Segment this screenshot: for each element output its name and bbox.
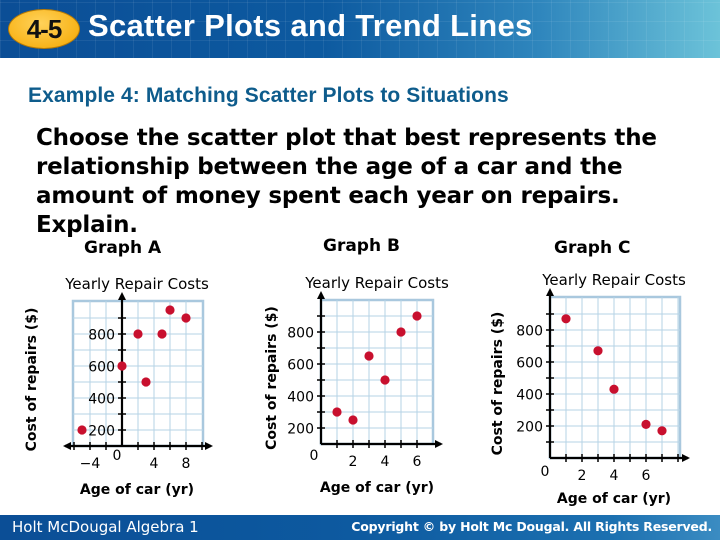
x-tick-label: 2 [578, 468, 587, 484]
header-grid-pattern [0, 0, 720, 58]
graph-a: 200 400 600 800 −4 0 4 8 Yearly Repair Costs Age … [24, 275, 213, 498]
x-axis-arrow-icon [205, 442, 213, 450]
title-bar: 4-5 Scatter Plots and Trend Lines [0, 0, 720, 58]
x-tick-label: 8 [182, 456, 191, 472]
data-point [380, 375, 390, 385]
footer-copyright: Copyright © by Holt Mc Dougal. All Right… [351, 519, 712, 534]
data-point [364, 351, 374, 361]
data-point [117, 361, 127, 371]
x-tick-label: −4 [80, 456, 101, 472]
graph-a-label: Graph A [84, 238, 162, 258]
y-axis-label: Cost of repairs ($) [24, 308, 40, 452]
y-axis-label: Cost of repairs ($) [490, 312, 506, 456]
plot-frame [319, 298, 435, 446]
y-axis-arrow-icon [118, 292, 126, 300]
y-tick-label: 200 [516, 420, 543, 436]
x-axis-arrow-icon [63, 442, 71, 450]
chart-title: Yearly Repair Costs [304, 274, 449, 292]
x-tick-label: 0 [310, 448, 319, 464]
data-point [133, 329, 143, 339]
y-tick-label: 200 [88, 424, 115, 440]
question-text: Choose the scatter plot that best repres… [36, 124, 716, 240]
y-tick-label: 200 [287, 422, 314, 438]
x-axis-label: Age of car (yr) [557, 491, 671, 507]
data-point [641, 419, 651, 429]
y-tick-label: 600 [516, 356, 543, 372]
y-axis-label: Cost of repairs ($) [264, 306, 280, 450]
question-line: relationship between the age of a car an… [36, 154, 623, 180]
x-tick-label: 4 [381, 454, 390, 470]
data-point [181, 313, 191, 323]
data-point [593, 346, 603, 356]
data-point [165, 305, 175, 315]
graph-c-label: Graph C [554, 238, 631, 258]
data-point [412, 311, 422, 321]
x-axis-arrow-icon [435, 440, 443, 448]
y-tick-label: 600 [88, 360, 115, 376]
x-tick-label: 6 [413, 454, 422, 470]
footer-bar: Holt McDougal Algebra 1 Copyright © by H… [0, 515, 720, 540]
y-tick-label: 800 [287, 326, 314, 342]
chart-title: Yearly Repair Costs [64, 275, 209, 293]
footer-book-title: Holt McDougal Algebra 1 [12, 518, 199, 536]
y-tick-label: 800 [516, 324, 543, 340]
data-point [396, 327, 406, 337]
x-axis-arrow-icon [682, 454, 690, 462]
x-tick-label: 4 [610, 468, 619, 484]
data-point [561, 314, 571, 324]
data-point [348, 415, 358, 425]
y-tick-label: 400 [88, 392, 115, 408]
y-tick-label: 600 [287, 358, 314, 374]
example-subtitle: Example 4: Matching Scatter Plots to Sit… [28, 84, 509, 107]
lesson-badge: 4-5 [8, 9, 80, 49]
question-line: amount of money spent each year on repai… [36, 183, 620, 209]
x-axis-label: Age of car (yr) [320, 480, 434, 496]
y-axis-arrow-icon [546, 288, 554, 296]
data-point [77, 425, 87, 435]
graph-c: 200 400 600 800 0 2 4 6 Yearly Repair Costs Age o… [490, 271, 690, 507]
lesson-number: 4-5 [26, 13, 63, 44]
y-tick-label: 400 [287, 390, 314, 406]
page-title: Scatter Plots and Trend Lines [88, 8, 533, 43]
question-line: Explain. [36, 212, 138, 238]
x-tick-label: 0 [541, 464, 550, 480]
question-line: Choose the scatter plot that best repres… [36, 125, 657, 151]
data-point [332, 407, 342, 417]
chart-title: Yearly Repair Costs [541, 271, 686, 289]
x-tick-label: 0 [113, 448, 122, 464]
graph-b-label: Graph B [323, 236, 400, 256]
y-axis-arrow-icon [317, 291, 325, 299]
data-point [609, 384, 619, 394]
y-tick-label: 400 [516, 388, 543, 404]
data-point [657, 426, 667, 436]
graph-b: 200 400 600 800 0 2 4 6 Yearly Repair Costs Age o… [264, 274, 449, 496]
x-tick-label: 4 [150, 456, 159, 472]
x-tick-label: 2 [349, 454, 358, 470]
y-tick-label: 800 [88, 328, 115, 344]
x-axis-label: Age of car (yr) [80, 482, 194, 498]
data-point [157, 329, 167, 339]
x-tick-label: 6 [642, 468, 651, 484]
data-point [141, 377, 151, 387]
